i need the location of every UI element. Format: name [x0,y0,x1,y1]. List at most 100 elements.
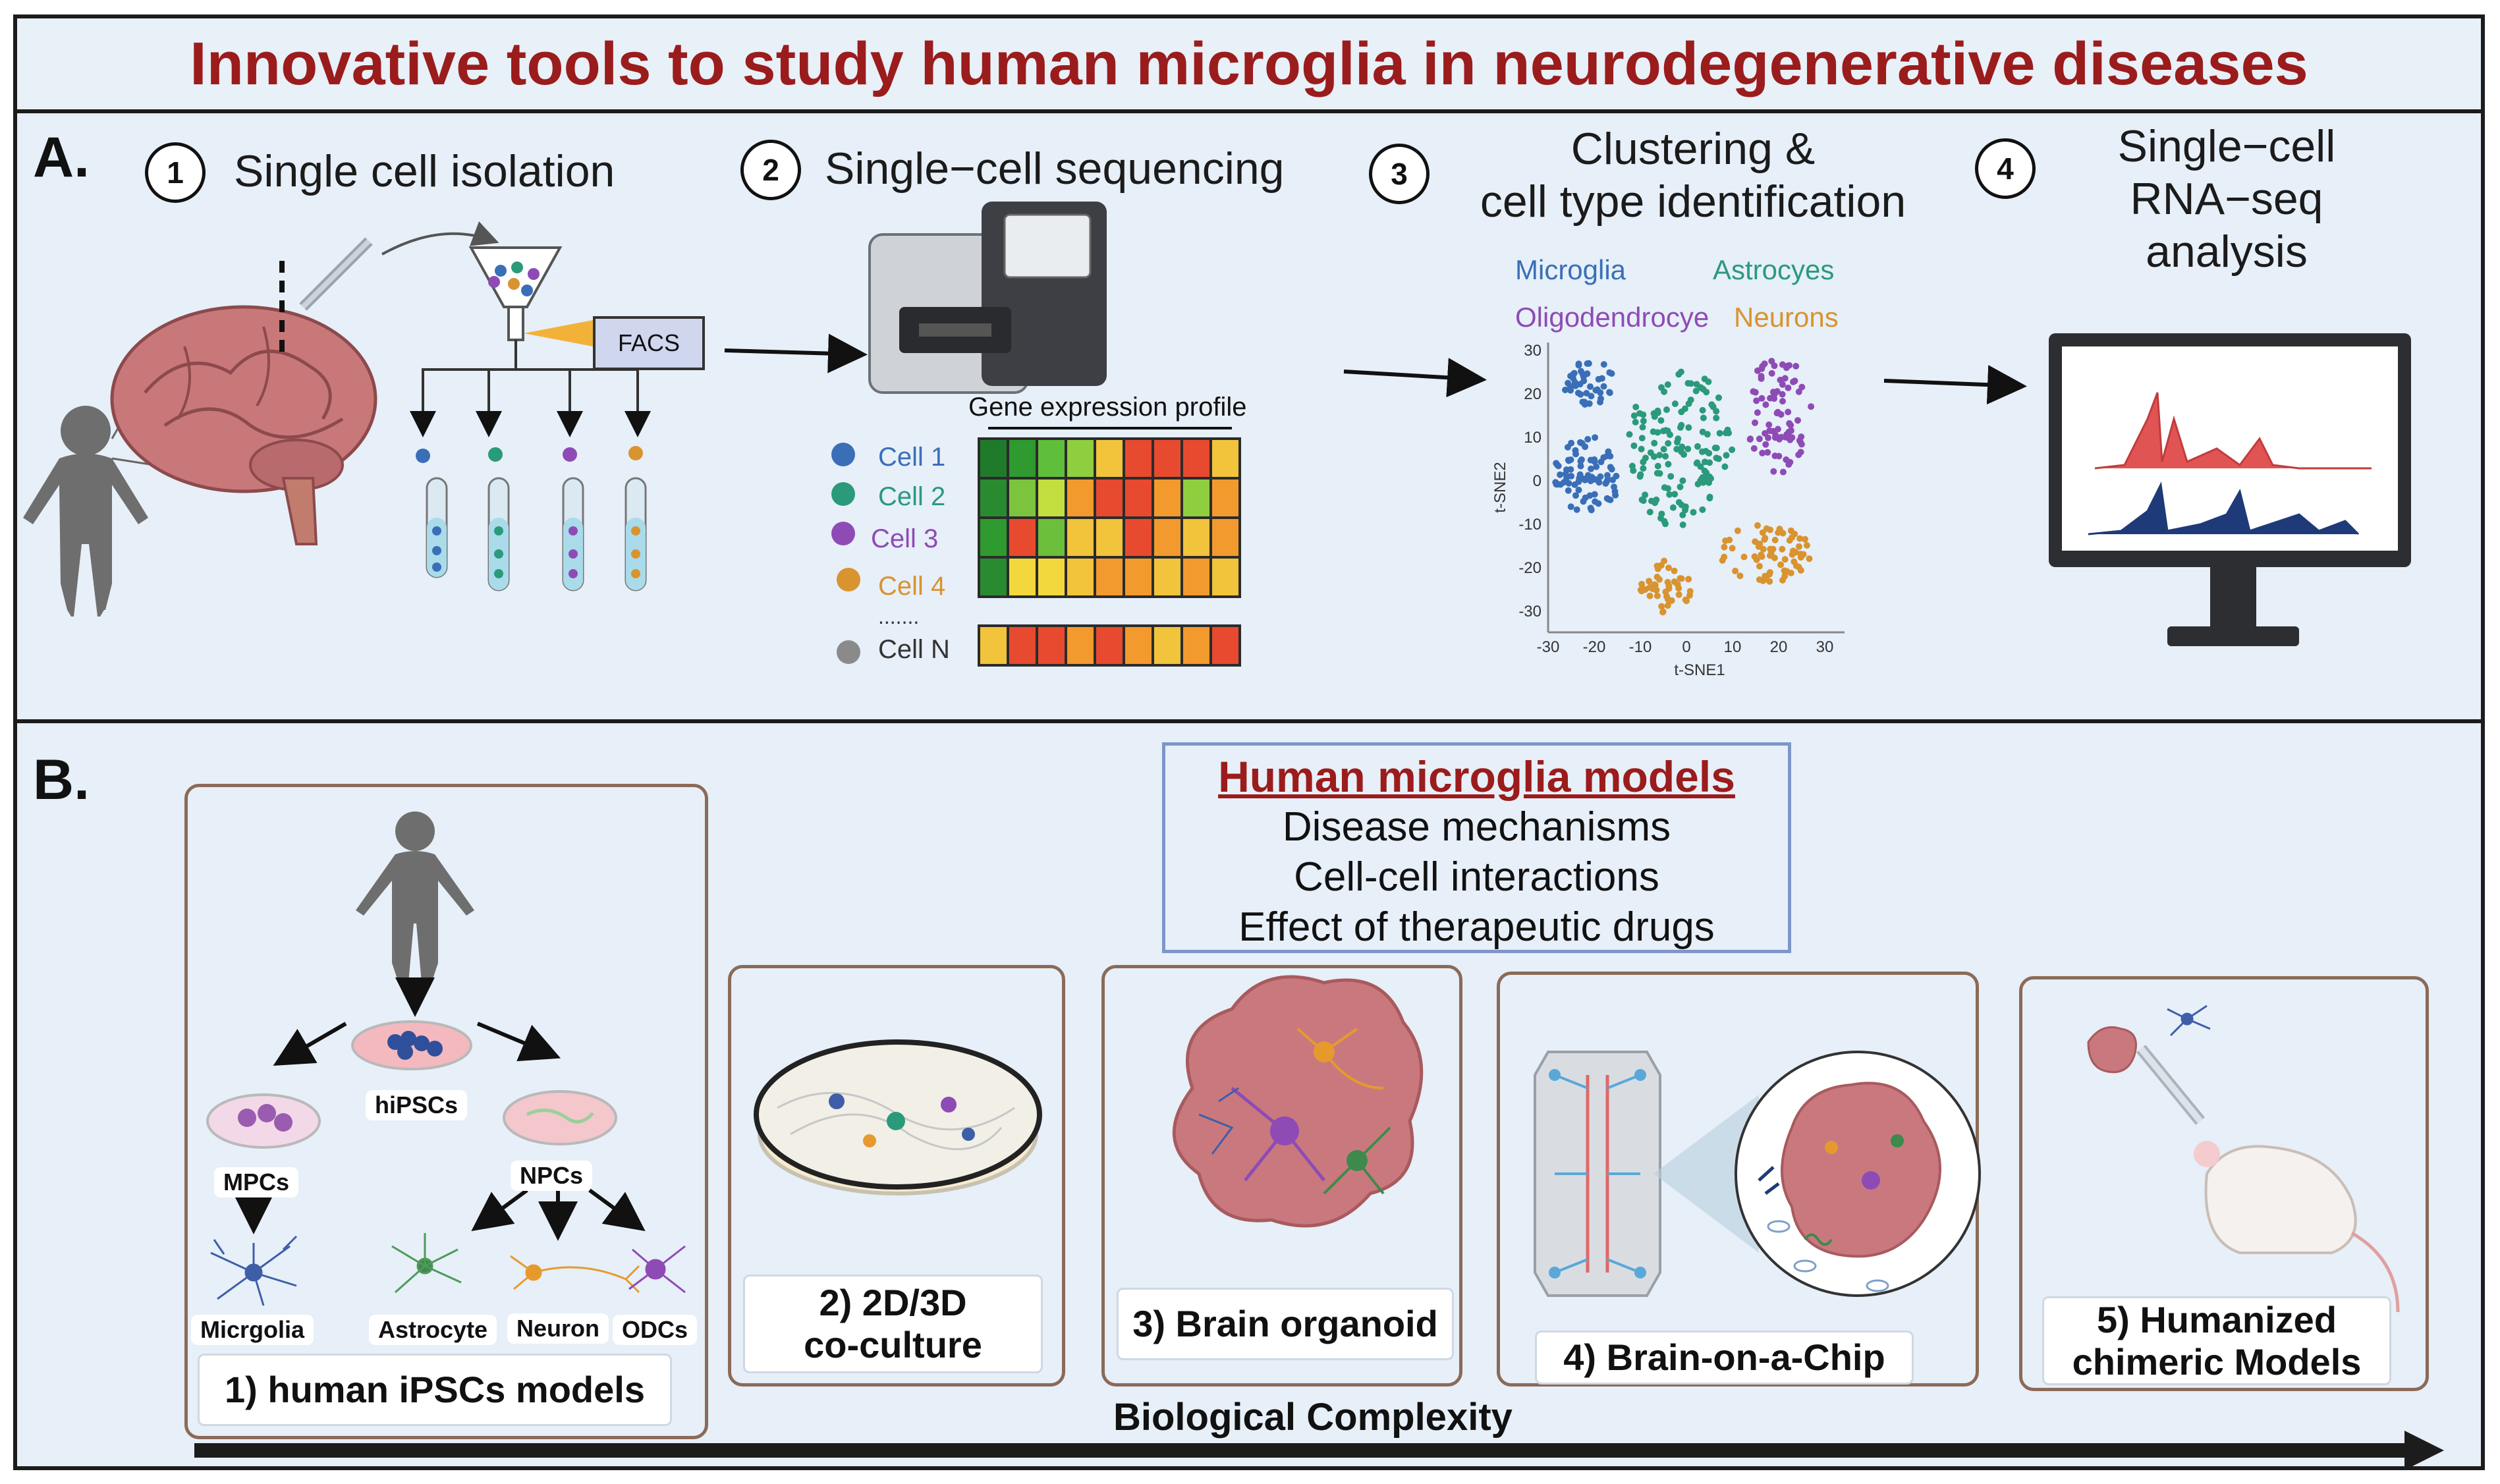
tsne-point [1732,567,1739,574]
tsne-point [1721,463,1729,470]
tsne-point [1781,375,1789,382]
tsne-point [1607,464,1614,471]
step-3-line-2: cell type identification [1480,177,1906,227]
tsne-point [1595,500,1602,507]
model-5-caption: 5) Humanized chimeric Models [2042,1296,2391,1385]
tsne-point [1570,370,1578,377]
tsne-point [1632,418,1639,426]
heatmap-cell [1009,559,1036,595]
gene-expression-underline [988,427,1232,429]
heatmap-cell [1009,627,1036,664]
tsne-point [1773,410,1781,417]
tsne-point [1606,369,1613,376]
tsne-point [1753,397,1760,404]
model-2-caption-line-2: co-culture [804,1324,982,1365]
step-4-line-3: analysis [2146,227,2308,277]
cell-1-dot [831,443,855,466]
microglia-label: Micrgolia [191,1315,314,1345]
tsne-point [1759,529,1766,536]
heatmap-cell [1154,627,1181,664]
tsne-point [1736,572,1744,580]
tsne-point [1662,453,1669,460]
tsne-point [1606,389,1613,397]
tsne-point [1630,442,1638,449]
tsne-point [1640,497,1647,505]
tsne-point [1694,443,1701,450]
tsne-point [1659,609,1667,616]
models-line-3: Effect of therapeutic drugs [1238,904,1715,950]
tsne-point [1785,384,1792,391]
tsne-point [1593,463,1600,470]
tsne-ytick: -10 [1518,516,1542,534]
tsne-point [1740,553,1748,561]
tsne-point [1726,536,1733,543]
tsne-point [1679,443,1686,451]
tsne-point [1685,424,1692,431]
tsne-point [1561,479,1568,486]
npcs-label: NPCs [511,1161,593,1191]
heatmap-main [978,437,1241,598]
tsne-point [1782,568,1789,576]
panel-a-label: A. [33,126,90,189]
tsne-point [1760,545,1767,553]
astrocyte-cell-icon [391,1233,462,1294]
tsne-point [1795,388,1802,395]
tsne-point [1650,453,1657,460]
tsne-point [1787,527,1794,534]
tsne-point [1669,504,1677,511]
tsne-point [1640,418,1647,425]
tsne-point [1779,398,1786,405]
tsne-point [1785,428,1792,435]
tsne-point [1693,381,1700,388]
tsne-point [1787,436,1794,443]
heatmap-cell [1212,519,1238,556]
tsne-point [1588,465,1594,472]
heatmap-cell [1154,440,1181,477]
tsne-point [1567,383,1574,391]
tsne-point [1725,429,1733,437]
tsne-point [1679,477,1686,484]
heatmap-cell [1067,627,1094,664]
tsne-point [1664,381,1671,388]
model-4-caption: 4) Brain-on-a-Chip [1535,1331,1914,1385]
tsne-point [1665,440,1672,447]
heatmap-cell [1067,480,1094,516]
tsne-point [1650,428,1657,435]
cell-3-label: Cell 3 [871,524,939,553]
tsne-point [1715,394,1722,401]
sequencer-icon [868,202,1107,394]
heatmap-cell [1125,480,1152,516]
tsne-point [1665,582,1673,590]
tsne-point [1667,473,1675,480]
tsne-point [1808,403,1815,410]
heatmap-cell [1096,519,1123,556]
tsne-point [1700,385,1707,393]
tsne-point [1642,491,1649,499]
tsne-point [1792,549,1799,556]
heatmap-cell [1125,440,1152,477]
tsne-point [1662,520,1669,528]
tsne-point [1771,536,1779,543]
tsne-point [1690,508,1697,516]
tsne-point [1774,426,1781,433]
tsne-point [1592,387,1599,394]
legend-astrocytes: Astrocyes [1713,254,1835,285]
heatmap-cell [1154,480,1181,516]
tsne-point [1775,453,1783,460]
tsne-point [1686,591,1693,599]
tsne-point [1795,451,1802,458]
tsne-point [1746,436,1754,443]
tsne-point [1553,460,1560,467]
tsne-point [1656,470,1663,477]
tsne-point [1630,412,1638,420]
tsne-point [1596,479,1603,486]
tsne-point [1656,576,1663,583]
tsne-point [1806,555,1813,563]
tsne-point [1654,462,1661,470]
panel-b-label: B. [33,748,90,811]
tsne-point [1626,431,1633,438]
tsne-point [1679,521,1686,528]
tsne-point [1577,391,1584,398]
tsne-point [1682,503,1689,510]
